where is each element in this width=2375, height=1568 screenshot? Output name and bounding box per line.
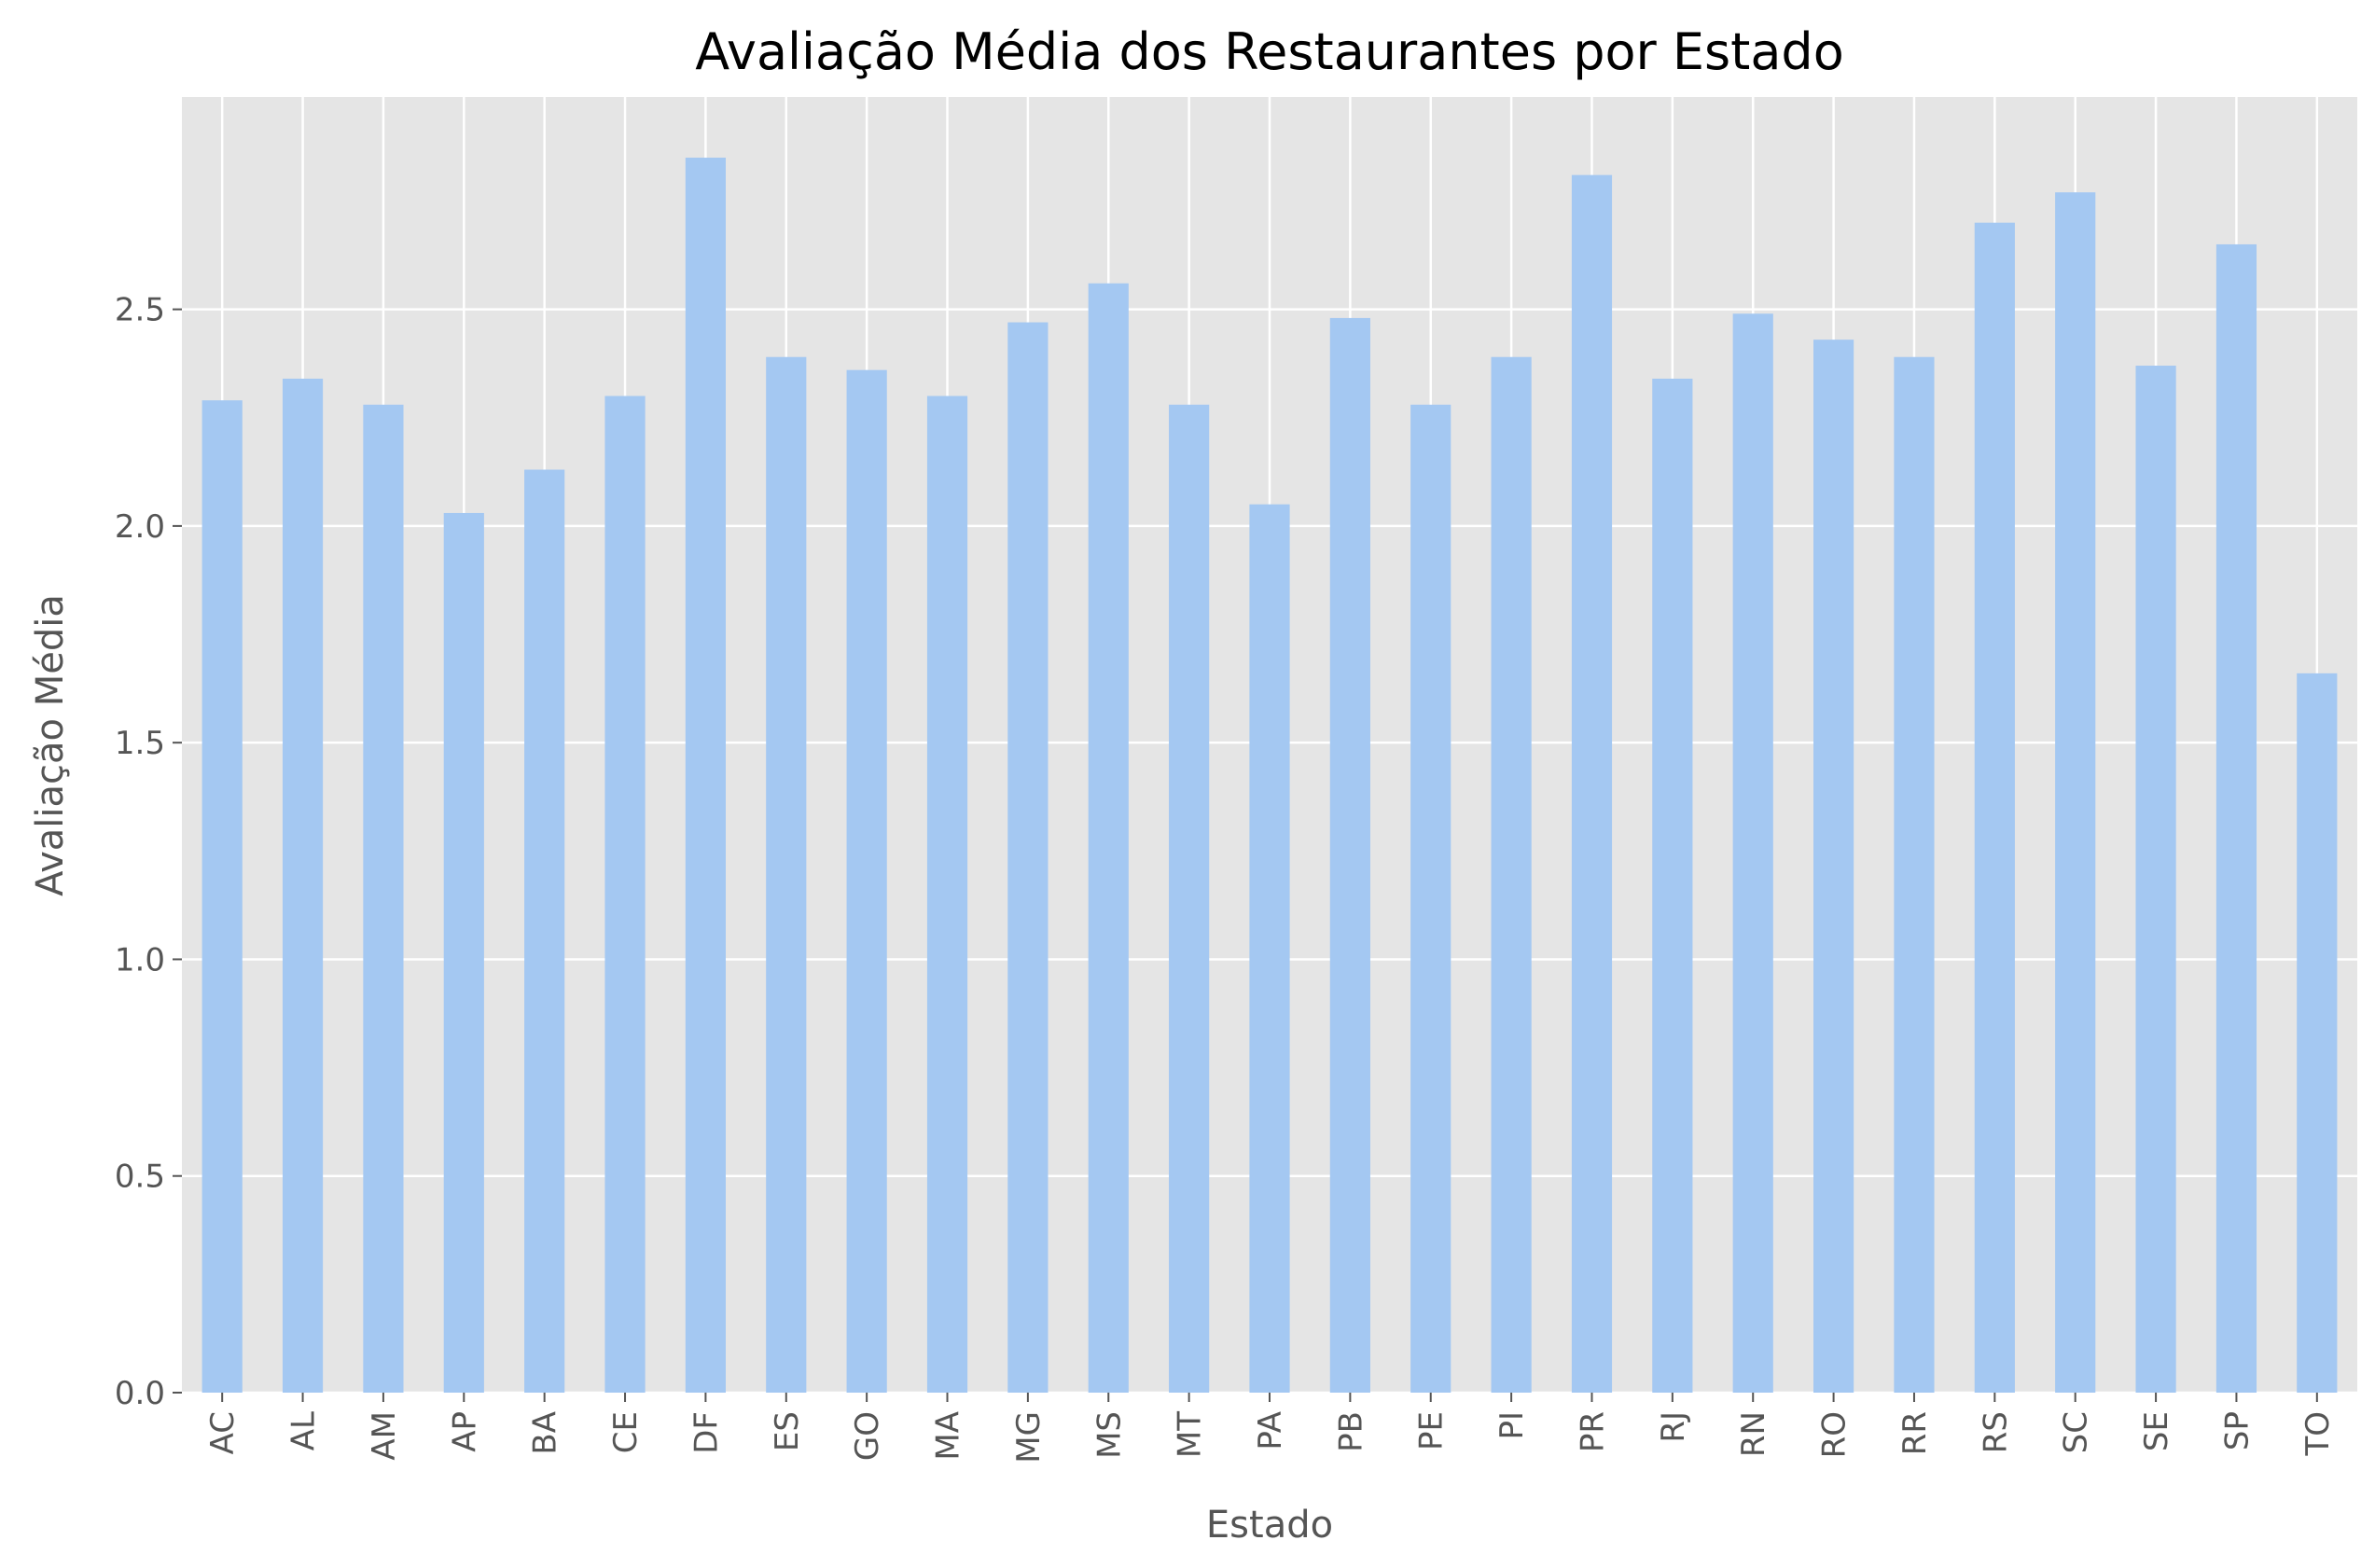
bar-ro [1813,340,1854,1393]
bar-pa [1249,504,1290,1393]
bar-rr [1894,356,1935,1393]
x-tick-label: GO [849,1411,886,1461]
x-tick-label: AP [446,1411,483,1452]
x-tick-label: MT [1172,1411,1209,1458]
x-tick-label: RS [1977,1411,2014,1453]
bar-ce [604,395,646,1393]
x-axis-ticks: AC AL AM AP BA CE DF ES GO MA MG MS MT PA PB PE PI PR RJ RN… [204,1393,2337,1464]
x-tick-label: PR [1574,1411,1611,1452]
x-tick-label: SP [2218,1411,2256,1450]
bar-mt [1169,404,1210,1393]
bar-sp [2215,243,2257,1393]
bar-ms [1088,283,1129,1393]
x-tick-label: RN [1735,1411,1772,1457]
bar-ba [524,469,565,1393]
bar-ac [201,400,243,1393]
x-tick-label: RR [1896,1411,1934,1455]
y-tick-label: 1.5 [115,725,165,762]
x-tick-label: RO [1816,1411,1854,1458]
x-tick-label: RJ [1655,1411,1692,1443]
bar-to [2297,673,2338,1393]
bar-am [363,404,404,1393]
x-tick-label: MA [930,1411,967,1461]
x-tick-label: MG [1010,1411,1048,1464]
y-tick-label: 2.5 [115,292,165,329]
y-tick-label: 2.0 [115,508,165,546]
x-tick-label: CE [607,1411,645,1453]
bar-pi [1491,356,1532,1393]
chart-title: Avaliação Média dos Restaurantes por Est… [695,22,1844,81]
bar-go [846,369,887,1394]
bar-rn [1732,313,1773,1393]
bars [201,158,2338,1394]
x-tick-label: SC [2058,1411,2095,1453]
bar-sc [2055,192,2096,1393]
x-tick-label: MS [1090,1411,1128,1459]
bar-pe [1410,404,1451,1393]
bar-pb [1329,317,1370,1394]
x-tick-label: PE [1413,1411,1451,1450]
bar-al [282,378,324,1393]
bar-pr [1571,174,1613,1393]
x-tick-label: PB [1332,1411,1369,1452]
x-tick-label: PA [1252,1411,1289,1450]
y-tick-label: 1.0 [115,941,165,978]
bar-rs [1974,222,2015,1393]
bar-ma [926,395,968,1393]
y-axis-label: Avaliação Média [29,594,72,896]
x-tick-label: AL [285,1411,323,1450]
x-tick-label: DF [688,1411,725,1454]
bar-mg [1007,322,1049,1394]
x-tick-label: AM [366,1411,403,1461]
bar-se [2135,366,2176,1394]
x-axis-label: Estado [1206,1504,1333,1547]
x-tick-label: ES [769,1411,806,1451]
bar-df [685,158,726,1394]
x-tick-label: SE [2138,1411,2175,1451]
x-tick-label: TO [2299,1411,2337,1457]
bar-es [766,356,807,1393]
y-axis-ticks: 0.0 0.5 1.0 1.5 2.0 2.5 [115,292,182,1412]
bar-rj [1652,378,1693,1393]
x-tick-label: PI [1493,1411,1531,1440]
y-tick-label: 0.5 [115,1159,165,1196]
bar-ap [443,512,484,1393]
y-tick-label: 0.0 [115,1375,165,1412]
x-tick-label: AC [204,1411,242,1454]
x-tick-label: BA [527,1411,564,1455]
